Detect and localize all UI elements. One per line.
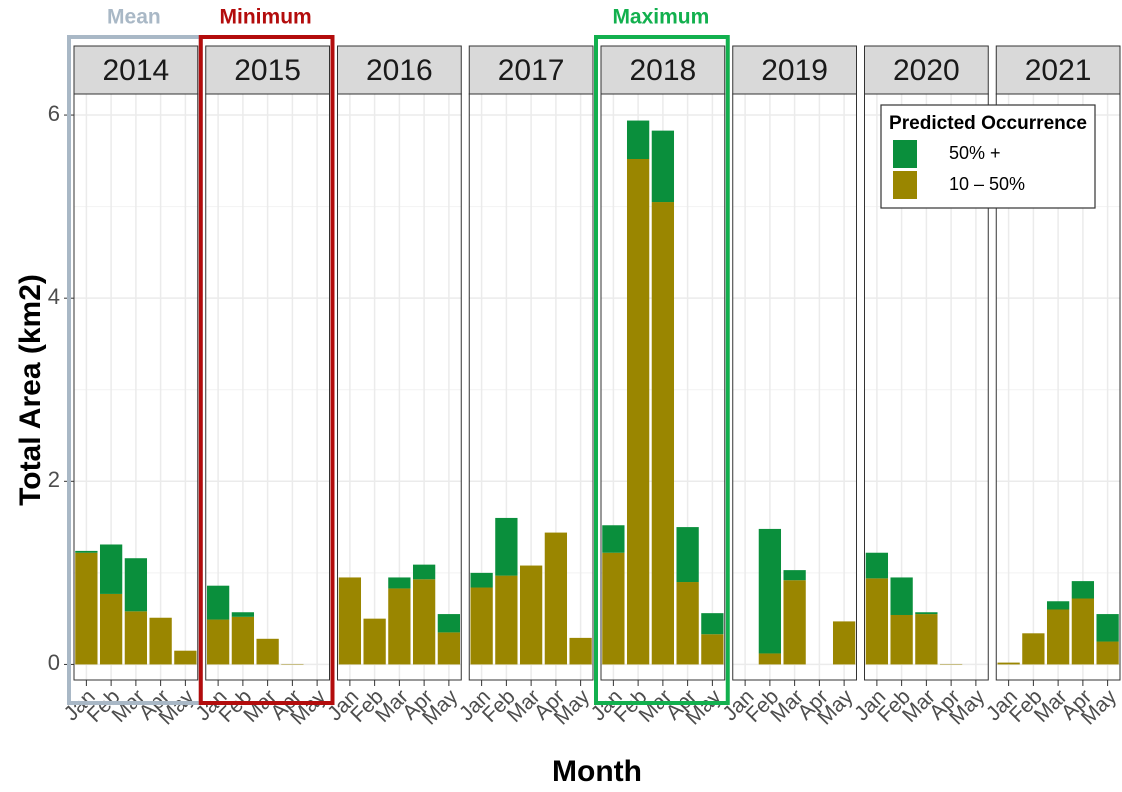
- y-tick-label: 2: [48, 467, 60, 492]
- bar-segment: [602, 552, 625, 665]
- y-tick-label: 6: [48, 101, 60, 126]
- bar-segment: [388, 577, 411, 589]
- bar-segment: [676, 582, 699, 665]
- strip-label: 2017: [498, 54, 565, 87]
- bar-segment: [626, 120, 650, 160]
- bar-segment: [338, 577, 362, 665]
- bar-segment: [495, 517, 518, 576]
- bar-segment: [1096, 641, 1119, 665]
- bar-segment: [701, 634, 724, 665]
- bar-segment: [651, 202, 675, 665]
- bar-segment: [783, 570, 806, 581]
- y-tick-label: 4: [48, 284, 60, 309]
- strip: [864, 45, 989, 95]
- bar-segment: [832, 621, 856, 665]
- strip: [337, 45, 462, 95]
- bar-segment: [206, 585, 230, 620]
- strip: [73, 45, 199, 95]
- strip-label: 2016: [366, 54, 433, 87]
- bar-segment: [174, 650, 197, 665]
- bar-segment: [890, 614, 913, 665]
- bar-segment: [915, 612, 938, 615]
- bar-segment: [602, 525, 625, 553]
- bar-segment: [758, 653, 782, 665]
- bar-segment: [915, 614, 938, 665]
- legend-swatch: [893, 171, 917, 199]
- strip-label: 2020: [893, 54, 960, 87]
- strip: [468, 45, 594, 95]
- bar-segment: [1046, 609, 1070, 665]
- bar-segment: [569, 637, 592, 665]
- highlight-box: [594, 35, 730, 705]
- bar-segment: [1046, 601, 1070, 610]
- strip-label: 2019: [761, 54, 828, 87]
- bar-segment: [865, 552, 889, 579]
- bar-segment: [997, 662, 1020, 665]
- strip: [600, 45, 726, 95]
- bar-segment: [470, 572, 493, 588]
- bar-segment: [388, 588, 411, 665]
- bar-segment: [124, 558, 148, 612]
- bar-segment: [99, 593, 123, 665]
- strip: [995, 45, 1121, 95]
- bar-segment: [544, 532, 568, 665]
- strip-label: 2014: [103, 54, 170, 87]
- bar-segment: [231, 612, 255, 617]
- strip: [732, 45, 857, 95]
- bar-segment: [75, 552, 98, 665]
- bar-segment: [651, 130, 675, 203]
- bar-segment: [1071, 598, 1095, 665]
- bar-segment: [1071, 581, 1095, 599]
- bar-segment: [437, 614, 461, 633]
- bar-segment: [206, 619, 230, 665]
- bar-segment: [865, 578, 889, 665]
- y-tick-label: 0: [48, 650, 60, 675]
- highlight-label: Maximum: [612, 6, 709, 29]
- legend-swatch: [893, 140, 917, 168]
- bar-segment: [676, 527, 699, 583]
- bar-segment: [124, 611, 148, 665]
- strip: [205, 45, 330, 95]
- bar-segment: [519, 565, 543, 665]
- strip-label: 2018: [630, 54, 697, 87]
- bar-segment: [437, 632, 461, 665]
- legend-title: Predicted Occurrence: [889, 113, 1087, 134]
- bar-segment: [1022, 633, 1045, 665]
- bar-segment: [99, 544, 123, 594]
- highlight-label: Minimum: [220, 6, 312, 29]
- bar-segment: [783, 580, 806, 665]
- bar-segment: [470, 587, 493, 665]
- bar-segment: [1096, 614, 1119, 642]
- legend-label: 10 – 50%: [949, 174, 1025, 194]
- highlight-box: [198, 35, 335, 705]
- y-axis-title: Total Area (km2): [14, 274, 47, 506]
- bar-segment: [758, 528, 782, 654]
- bar-segment: [149, 617, 172, 665]
- bar-segment: [626, 159, 650, 665]
- bar-segment: [412, 564, 436, 580]
- bar-segment: [701, 613, 724, 635]
- bar-segment: [890, 577, 913, 615]
- bar-segment: [495, 575, 518, 665]
- bar-segment: [231, 616, 255, 665]
- bar-segment: [256, 638, 279, 665]
- bar-segment: [75, 550, 98, 553]
- strip-label: 2021: [1025, 54, 1092, 87]
- bar-segment: [412, 579, 436, 665]
- x-axis-title: Month: [552, 755, 642, 788]
- strip-label: 2015: [234, 54, 301, 87]
- legend-label: 50% +: [949, 143, 1001, 163]
- bar-segment: [363, 618, 386, 665]
- highlight-label: Mean: [107, 6, 161, 29]
